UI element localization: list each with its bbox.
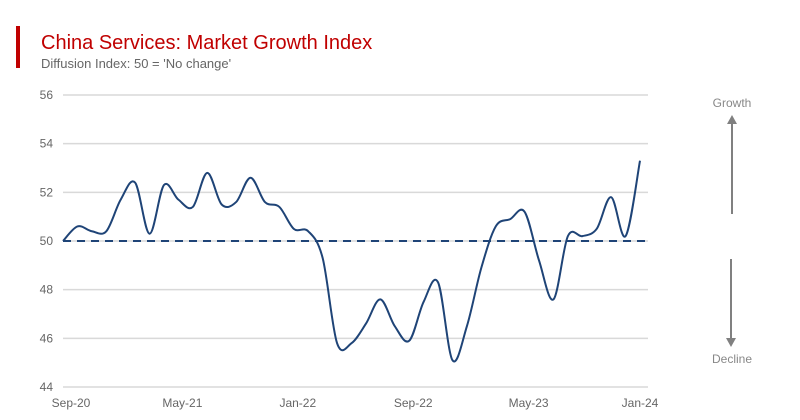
y-tick-label: 48 [40,283,54,297]
y-tick-label: 56 [40,88,54,102]
y-tick-label: 52 [40,185,54,199]
y-tick-label: 44 [40,380,54,394]
x-tick-label: May-23 [509,396,549,410]
growth-label: Growth [713,96,752,110]
decline-arrow-icon [726,259,736,347]
x-tick-label: Jan-24 [622,396,659,410]
y-tick-label: 50 [40,234,54,248]
chart-subtitle: Diffusion Index: 50 = 'No change' [41,56,232,71]
x-tick-label: May-21 [162,396,202,410]
y-tick-label: 46 [40,331,54,345]
title-accent-bar [16,26,20,68]
x-tick-label: Sep-22 [394,396,433,410]
growth-arrow-icon [727,115,737,214]
x-tick-label: Sep-20 [52,396,91,410]
chart-title: China Services: Market Growth Index [41,32,373,54]
x-tick-label: Jan-22 [279,396,316,410]
series-line [62,160,641,363]
y-tick-label: 54 [40,137,54,151]
decline-label: Decline [712,352,752,366]
